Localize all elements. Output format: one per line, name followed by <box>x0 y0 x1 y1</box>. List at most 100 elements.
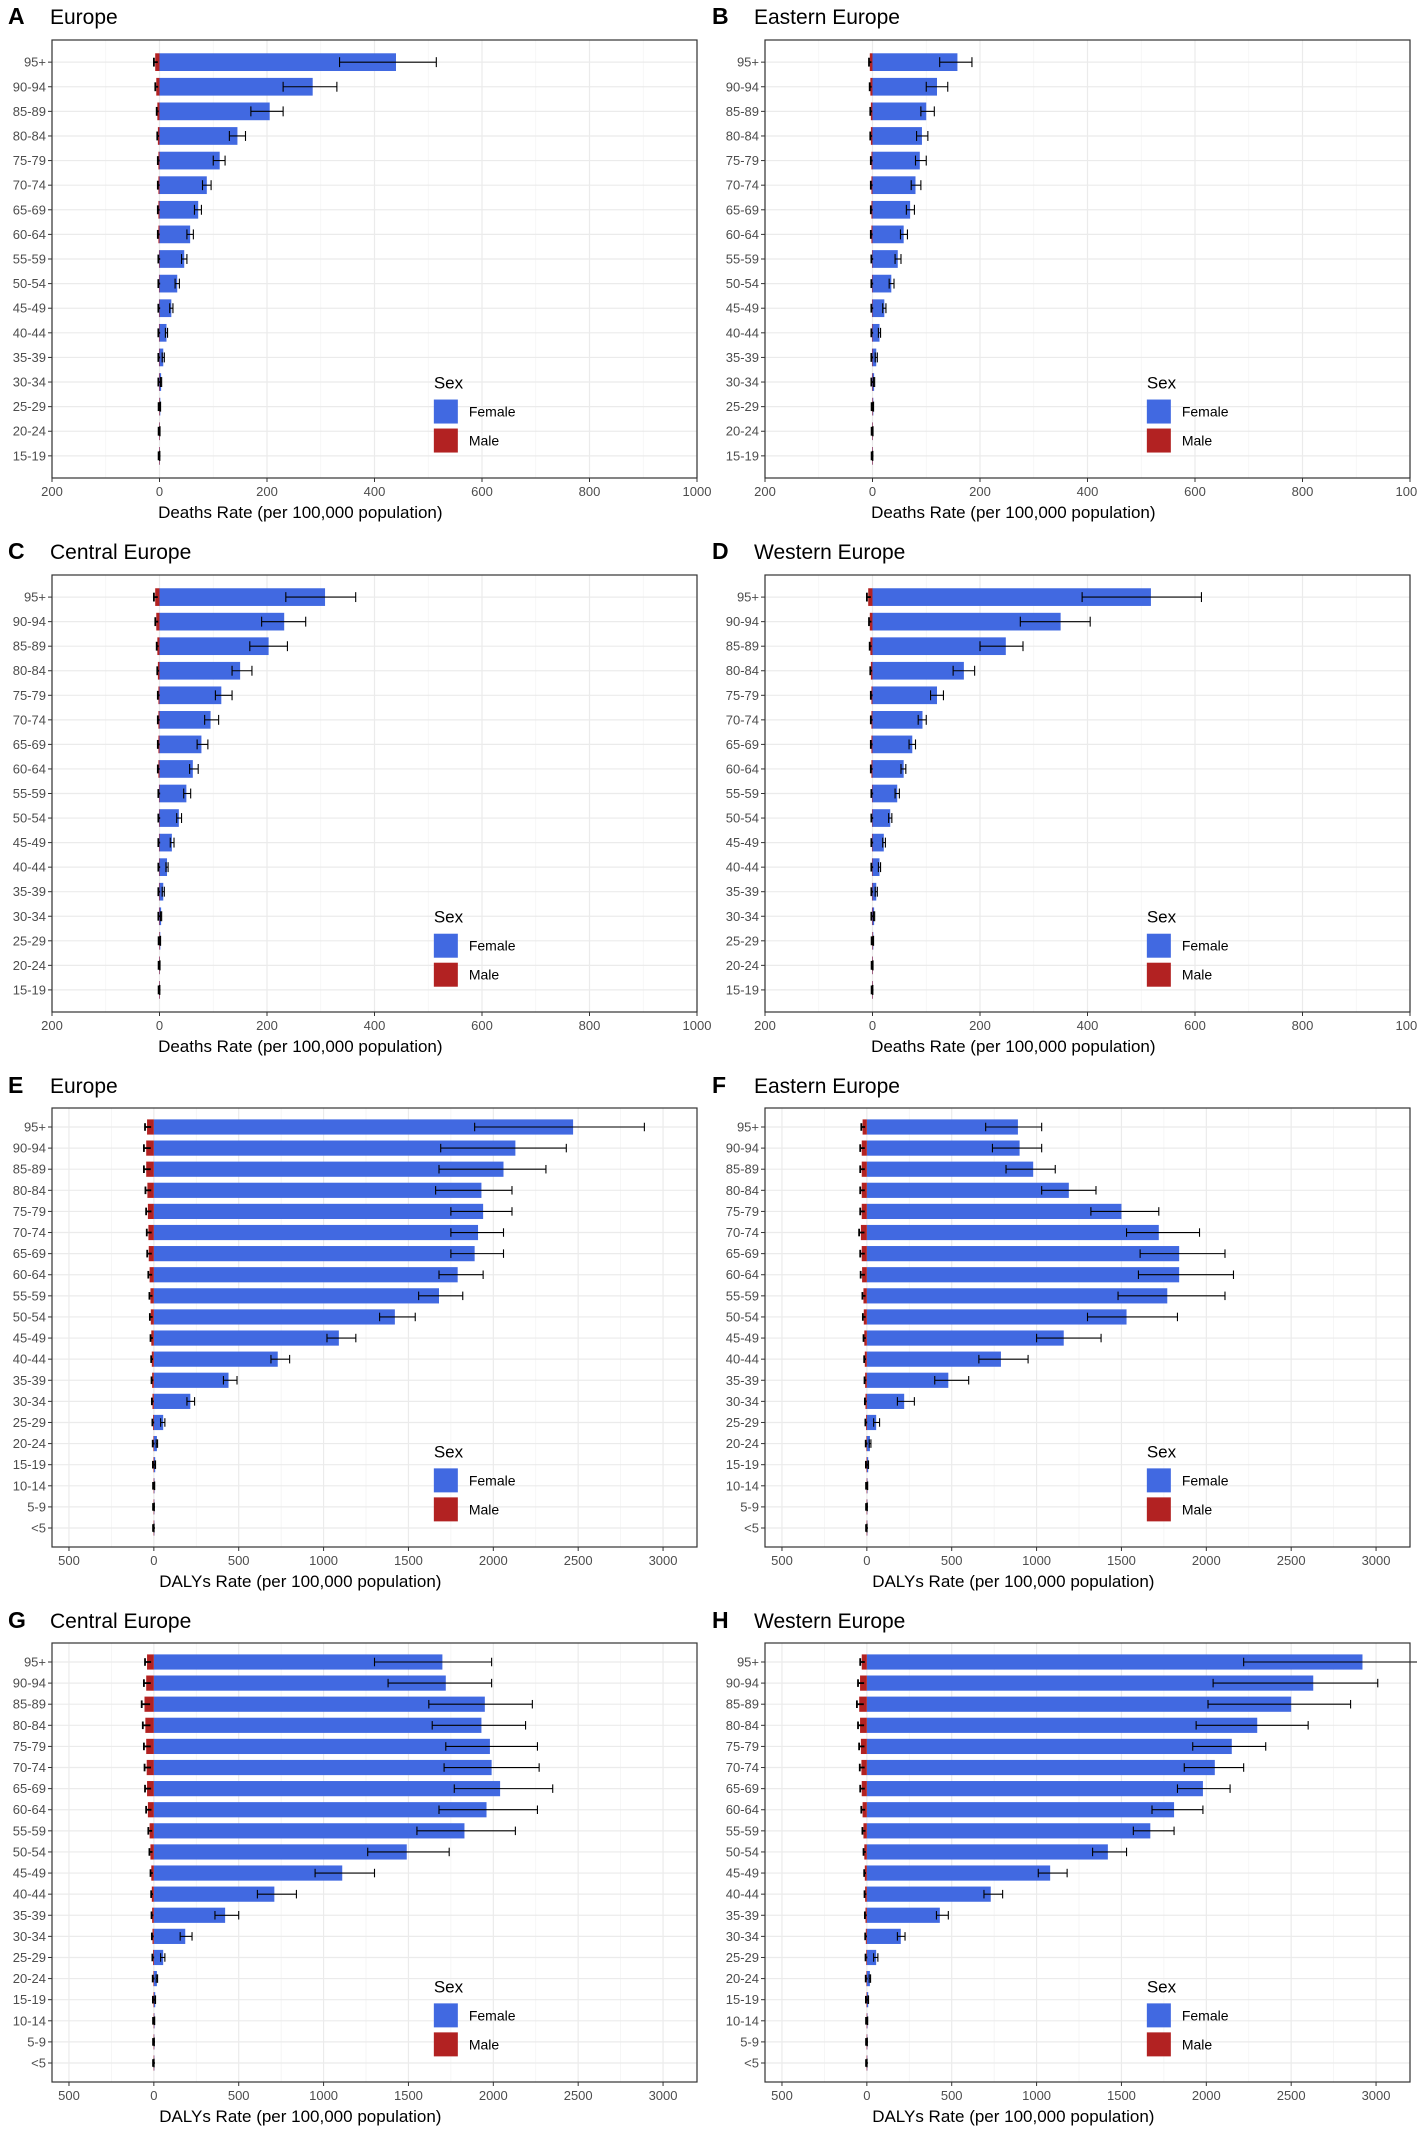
y-tick-label: 15-19 <box>13 982 46 997</box>
legend-key-male <box>433 2032 458 2057</box>
y-tick-label: 75-79 <box>13 688 46 703</box>
x-axis-title: DALYs Rate (per 100,000 population) <box>872 1572 1154 1591</box>
x-tick-label: 1000 <box>309 2088 338 2103</box>
y-tick-label: 20-24 <box>726 1436 759 1451</box>
bar-female <box>866 1717 1258 1733</box>
bar-female <box>866 1802 1175 1818</box>
y-tick-label: 10-14 <box>13 2013 46 2028</box>
bar-female <box>159 53 396 72</box>
y-tick-label: 80-84 <box>726 1183 759 1198</box>
bar-female <box>159 588 326 606</box>
y-tick-label: 85-89 <box>13 104 46 119</box>
legend-label-female: Female <box>469 2007 516 2023</box>
x-tick-label: 1500 <box>1107 1553 1136 1568</box>
x-tick-label: 200 <box>969 1018 991 1033</box>
y-tick-label: 10-14 <box>726 1478 759 1493</box>
x-tick-label: 3000 <box>649 1553 678 1568</box>
bar-female <box>159 77 313 96</box>
y-tick-label: 40-44 <box>726 325 759 340</box>
x-tick-label: 800 <box>1292 1018 1314 1033</box>
panel-c: C Central Europe 95+ 90-94 85-89 80-84 75-79 70… <box>8 538 711 1056</box>
legend-key-female <box>433 399 458 424</box>
bar-female <box>153 1435 157 1452</box>
legend-label-male: Male <box>1182 967 1213 983</box>
y-tick-label: 40-44 <box>13 860 46 875</box>
panel-g: G Central Europe 95+ 90-94 85-89 80-84 75-79 70… <box>8 1607 698 2126</box>
bar-female <box>872 151 920 170</box>
y-tick-label: 75-79 <box>726 1204 759 1219</box>
panel-letter: F <box>712 1072 726 1098</box>
panel-letter: G <box>8 1607 26 1633</box>
y-tick-label: 55-59 <box>726 1288 759 1303</box>
bar-female <box>159 686 222 705</box>
y-tick-label: 90-94 <box>13 79 46 94</box>
panel-letter: D <box>712 538 729 564</box>
bar-female <box>866 1675 1314 1691</box>
y-tick-label: <5 <box>744 2056 759 2071</box>
y-tick-label: 70-74 <box>13 178 46 193</box>
bar-female <box>153 1414 164 1431</box>
bar-female <box>153 1224 479 1241</box>
legend-title: Sex <box>1147 1977 1177 1996</box>
bar-female <box>159 760 193 778</box>
y-tick-label: 50-54 <box>726 1844 759 1859</box>
bar-female <box>872 250 898 268</box>
bar-female <box>159 200 199 219</box>
y-tick-label: 20-24 <box>13 1436 46 1451</box>
x-tick-label: 1500 <box>1107 2088 1136 2103</box>
x-tick-label: 500 <box>941 2088 963 2103</box>
x-axis-title: Deaths Rate (per 100,000 population) <box>871 503 1155 522</box>
y-tick-label: 35-39 <box>726 1373 759 1388</box>
x-tick-label: 200 <box>41 484 63 499</box>
bar-female <box>866 1844 1108 1860</box>
y-tick-label: 50-54 <box>726 811 759 826</box>
bar-female <box>866 1759 1215 1776</box>
y-tick-label: 40-44 <box>726 1352 759 1367</box>
bar-female <box>153 1351 278 1367</box>
y-tick-label: 35-39 <box>13 350 46 365</box>
y-tick-label: 45-49 <box>726 1331 759 1346</box>
y-tick-label: 70-74 <box>726 1760 759 1775</box>
y-tick-label: 5-9 <box>27 1499 46 1514</box>
y-tick-label: 40-44 <box>13 1352 46 1367</box>
x-tick-label: 600 <box>471 484 493 499</box>
legend-key-female <box>1146 1468 1171 1493</box>
x-tick-label: 200 <box>754 1018 776 1033</box>
y-tick-label: 60-64 <box>726 761 759 776</box>
bar-female <box>159 250 185 268</box>
x-tick-label: 0 <box>863 1553 870 1568</box>
bar-female <box>159 711 211 729</box>
bar-female <box>872 127 922 145</box>
y-tick-label: 40-44 <box>726 860 759 875</box>
panel-title: Central Europe <box>50 1610 191 1633</box>
y-tick-label: 25-29 <box>13 399 46 414</box>
y-tick-label: 60-64 <box>726 1267 759 1282</box>
y-tick-label: 75-79 <box>13 153 46 168</box>
y-tick-label: 65-69 <box>13 737 46 752</box>
y-tick-label: 80-84 <box>13 1183 46 1198</box>
y-tick-label: 5-9 <box>740 1499 759 1514</box>
y-tick-label: 65-69 <box>726 1781 759 1796</box>
bar-female <box>153 1781 501 1797</box>
x-tick-label: 2500 <box>564 2088 593 2103</box>
bar-female <box>153 1182 482 1198</box>
y-tick-label: 20-24 <box>726 1971 759 1986</box>
y-tick-label: 60-64 <box>13 761 46 776</box>
x-tick-label: 2500 <box>1277 1553 1306 1568</box>
y-tick-label: 55-59 <box>13 786 46 801</box>
bar-female <box>866 1203 1122 1220</box>
y-tick-label: 5-9 <box>27 2034 46 2049</box>
panel-border <box>764 1642 1411 2083</box>
legend-key-male <box>433 1497 458 1522</box>
panel-letter: B <box>712 3 729 29</box>
y-tick-label: 95+ <box>737 1654 759 1669</box>
x-tick-label: 200 <box>41 1018 63 1033</box>
y-tick-label: 35-39 <box>726 1908 759 1923</box>
legend-title: Sex <box>1147 374 1177 393</box>
y-tick-label: 90-94 <box>726 1141 759 1156</box>
y-tick-label: 90-94 <box>726 614 759 629</box>
bar-female <box>153 1738 490 1755</box>
bar-female <box>866 1140 1020 1156</box>
legend-key-male <box>433 428 458 453</box>
legend-key-male <box>1146 1497 1171 1522</box>
